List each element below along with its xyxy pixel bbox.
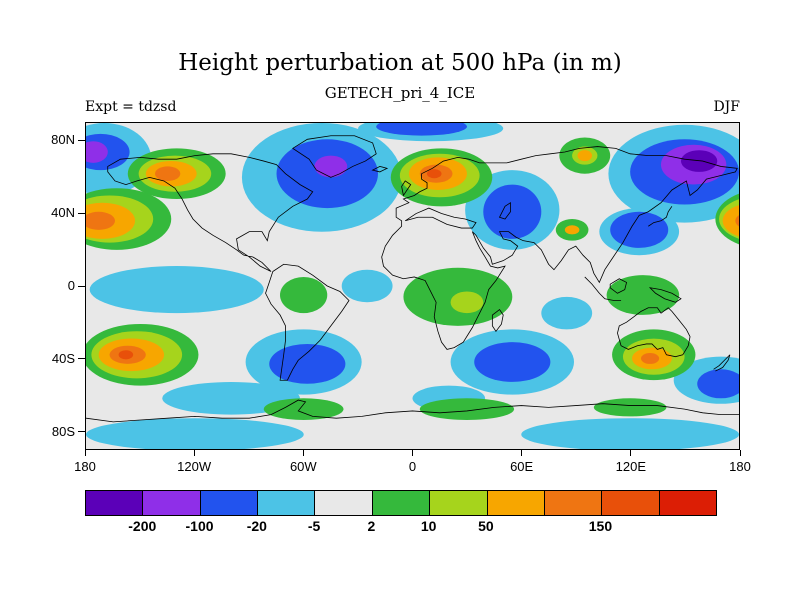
anomaly-region: [419, 398, 515, 420]
colorbar-cell: [199, 491, 258, 515]
anomaly-region: [697, 369, 739, 399]
colorbar-labels: -200 -100 -20 -5 2 10 50 150: [85, 518, 715, 536]
colorbar-cell: [486, 491, 544, 515]
colorbar-tick-label: 2: [367, 518, 376, 534]
anomaly-region: [86, 141, 108, 163]
contour-map: [86, 123, 739, 449]
anomaly-region: [426, 169, 442, 179]
colorbar-cell: [658, 491, 716, 515]
anomaly-region: [474, 342, 551, 382]
coastline: [491, 308, 504, 333]
colorbar-tick-label: 150: [588, 518, 613, 534]
colorbar-cell: [601, 491, 659, 515]
colorbar-cell: [142, 491, 200, 515]
season-label: DJF: [713, 99, 740, 115]
coastline: [381, 146, 738, 350]
coastline: [713, 354, 731, 372]
lon-tick: [412, 450, 413, 456]
lon-tick: [193, 450, 195, 456]
lat-axis-label: 0: [67, 278, 75, 293]
lon-axis-label: 60W: [289, 459, 317, 474]
colorbar-cell: [314, 491, 372, 515]
colorbar-tick-label: -100: [185, 518, 214, 534]
colorbar-tick-label: -5: [307, 518, 321, 534]
lon-axis-label: 60E: [510, 459, 534, 474]
anomaly-region: [735, 215, 739, 227]
coastline: [609, 278, 628, 294]
lon-axis-label: 120W: [177, 459, 212, 474]
coastline: [371, 166, 389, 173]
lat-tick: [78, 431, 85, 433]
lon-tick: [739, 450, 741, 456]
lon-tick: [84, 450, 86, 456]
coastline: [617, 307, 691, 358]
chart-title: Height perturbation at 500 hPa (in m): [178, 50, 622, 76]
anomaly-region: [606, 275, 680, 315]
colorbar-cell: [371, 491, 430, 515]
anomaly-region: [118, 350, 134, 360]
lon-tick: [630, 450, 632, 456]
coastline: [107, 153, 314, 272]
anomaly-region: [641, 352, 660, 364]
colorbar-tick-label: -20: [246, 518, 267, 534]
colorbar-cell: [543, 491, 602, 515]
colorbar-cell: [257, 491, 315, 515]
colorbar-cell: [429, 491, 487, 515]
anomaly-region: [521, 418, 739, 449]
anomaly-region: [341, 269, 393, 303]
anomaly-region: [263, 398, 344, 420]
anomaly-region: [89, 266, 264, 314]
colorbar-cell: [86, 491, 143, 515]
lat-axis-label: 80N: [51, 132, 75, 148]
anomaly-region: [154, 166, 181, 181]
anomaly-region: [610, 211, 669, 248]
lat-tick: [78, 358, 85, 360]
coastline: [86, 399, 739, 423]
coastline: [292, 135, 377, 178]
anomaly-region: [314, 155, 348, 178]
lon-axis-label: 180: [729, 459, 751, 474]
lat-tick: [78, 212, 85, 214]
anomaly-region: [269, 344, 346, 384]
anomaly-region: [593, 398, 667, 417]
coastline: [648, 287, 682, 303]
map-plot-area: [85, 122, 740, 450]
anomaly-region: [564, 225, 580, 235]
anomaly-region: [483, 184, 542, 239]
experiment-label: Expt = tdzsd: [85, 99, 177, 115]
coastline: [265, 263, 350, 381]
anomaly-region: [450, 291, 484, 314]
lat-axis-label: 80S: [51, 423, 75, 439]
anomaly-region: [541, 296, 593, 330]
lat-tick: [78, 285, 85, 287]
colorbar-tick-label: -200: [128, 518, 157, 534]
coastline: [401, 180, 412, 197]
lat-axis-label: 40N: [51, 205, 75, 221]
anomaly-region: [86, 211, 116, 230]
anomaly-region: [280, 276, 328, 314]
lon-axis-label: 180: [74, 459, 96, 474]
lon-tick: [521, 450, 523, 456]
lon-axis-label: 0: [408, 459, 417, 474]
coastline: [648, 206, 673, 227]
coastline: [498, 201, 511, 220]
anomaly-region: [577, 150, 593, 162]
lat-axis-label: 40S: [51, 350, 75, 366]
colorbar-tick-label: 50: [478, 518, 494, 534]
anomaly-region: [86, 418, 304, 449]
anomaly-region: [722, 205, 739, 237]
lon-tick: [302, 450, 304, 456]
coastline: [405, 207, 477, 229]
coastline: [584, 276, 622, 301]
colorbar: [85, 490, 717, 516]
lat-tick: [78, 139, 85, 141]
anomaly-region: [376, 123, 467, 136]
lon-axis-label: 120E: [615, 459, 647, 474]
colorbar-tick-label: 10: [420, 518, 437, 534]
chart-subtitle: GETECH_pri_4_ICE: [324, 84, 476, 102]
